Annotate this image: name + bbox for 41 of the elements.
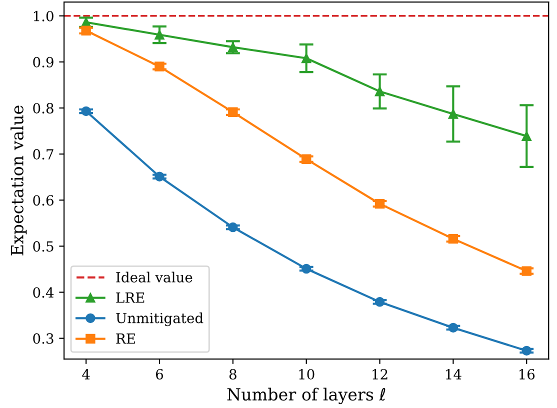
point [301, 154, 312, 164]
legend-label: RE [116, 334, 135, 344]
y-tick-label: 0.7 [33, 149, 54, 160]
x-tick-label: 14 [446, 369, 462, 380]
point [81, 26, 91, 36]
y-tick-label: 0.5 [33, 241, 54, 252]
y-tick-label: 0.3 [33, 333, 54, 344]
point [448, 322, 458, 333]
point [374, 297, 385, 307]
legend-label: LRE [116, 292, 144, 303]
point [522, 131, 532, 141]
point [301, 53, 312, 64]
y-tick-label: 0.6 [33, 195, 54, 206]
point [374, 86, 385, 96]
point [301, 264, 312, 274]
point [522, 346, 532, 356]
point [522, 266, 532, 276]
point [374, 198, 385, 209]
point [228, 222, 238, 232]
y-axis-title: Expectation value [10, 106, 27, 256]
x-tick-label: 10 [299, 369, 314, 380]
legend-label: Ideal value [116, 272, 192, 282]
x-tick-label: 8 [229, 369, 236, 380]
point [448, 109, 458, 119]
x-axis-title: Number of layers ℓ [227, 388, 386, 404]
x-tick-label: 4 [82, 369, 90, 380]
x-tick-label: 12 [372, 369, 388, 380]
point [154, 172, 164, 182]
y-tick-label: 0.9 [33, 56, 54, 68]
point [81, 106, 91, 116]
point [448, 234, 458, 244]
point [154, 62, 164, 72]
y-tick-label: 0.8 [33, 102, 54, 114]
point [154, 30, 164, 40]
x-tick-label: 16 [519, 369, 535, 380]
point [228, 42, 238, 52]
point [228, 107, 238, 117]
legend-label: Unmitigated [116, 312, 204, 326]
y-tick-label: 0.4 [33, 287, 54, 298]
y-tick-label: 1.0 [34, 10, 54, 22]
x-tick-label: 6 [156, 369, 164, 380]
